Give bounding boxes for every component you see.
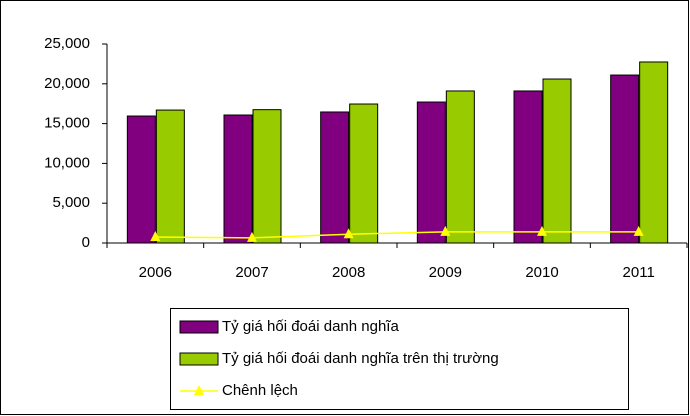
legend-swatch [179, 320, 219, 334]
bar [349, 103, 379, 244]
bar [223, 114, 253, 244]
x-tick-label: 2009 [429, 264, 462, 281]
x-tick-label: 2011 [623, 264, 655, 281]
x-tick-label: 2010 [525, 264, 558, 281]
x-tick-label: 2007 [235, 264, 268, 281]
legend-marker [194, 385, 204, 395]
y-tick-label: 5,000 [52, 194, 90, 211]
legend-swatch [179, 352, 219, 366]
bar [445, 90, 475, 244]
line-marker [440, 225, 451, 236]
bar [610, 74, 640, 244]
line-marker [247, 231, 257, 242]
y-tick-label: 15,000 [44, 115, 90, 132]
bar [639, 61, 669, 244]
bar [155, 109, 185, 244]
x-tick-label: 2006 [139, 264, 172, 281]
legend-label: Tỷ giá hối đoái danh nghĩa trên thị trườ… [222, 350, 499, 367]
line-marker [150, 231, 161, 242]
bar [252, 109, 282, 244]
line-marker [633, 225, 644, 236]
y-tick-label: 0 [82, 234, 90, 251]
line-marker [537, 225, 547, 236]
bar [126, 115, 156, 244]
bar [513, 90, 543, 244]
legend-label: Chênh lệch [222, 382, 298, 399]
x-tick-label: 2008 [332, 264, 365, 281]
legend-box [170, 308, 629, 410]
y-tick-label: 20,000 [44, 75, 90, 92]
bar [542, 78, 572, 244]
bar [320, 111, 350, 244]
y-tick-label: 10,000 [44, 154, 90, 171]
y-tick-label: 25,000 [44, 35, 90, 52]
line [155, 231, 639, 239]
legend-label: Tỷ giá hối đoái danh nghĩa [222, 318, 399, 335]
line-marker [343, 228, 354, 239]
bar [416, 101, 446, 244]
